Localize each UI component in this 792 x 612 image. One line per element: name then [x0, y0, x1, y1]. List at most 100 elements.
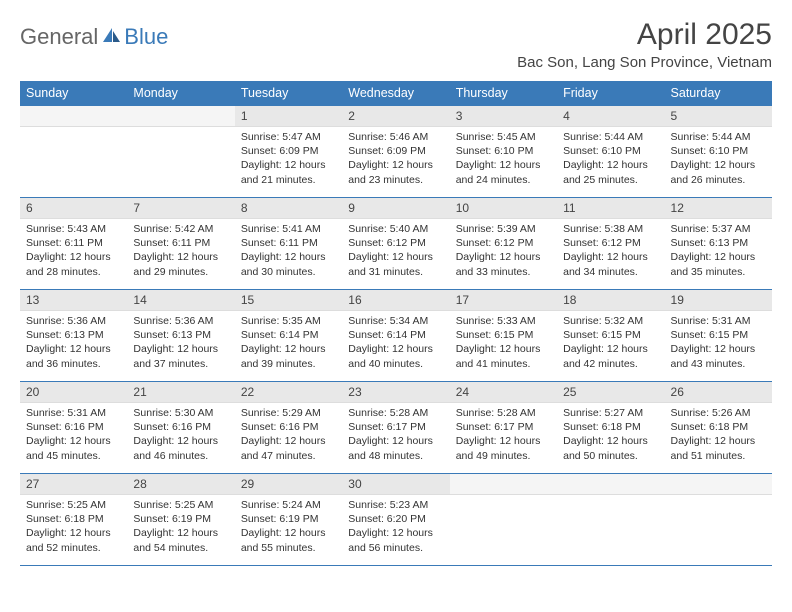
calendar-cell: 14Sunrise: 5:36 AMSunset: 6:13 PMDayligh… — [127, 290, 234, 382]
sunrise-text: Sunrise: 5:29 AM — [241, 406, 336, 420]
day-number: 20 — [20, 382, 127, 403]
sunset-text: Sunset: 6:17 PM — [348, 420, 443, 434]
day-number — [557, 474, 664, 495]
calendar-cell: 24Sunrise: 5:28 AMSunset: 6:17 PMDayligh… — [450, 382, 557, 474]
sunset-text: Sunset: 6:10 PM — [563, 144, 658, 158]
daylight-text: Daylight: 12 hours and 24 minutes. — [456, 158, 551, 186]
calendar-cell — [450, 474, 557, 566]
sunrise-text: Sunrise: 5:36 AM — [26, 314, 121, 328]
cell-body: Sunrise: 5:44 AMSunset: 6:10 PMDaylight:… — [557, 127, 664, 193]
day-number: 30 — [342, 474, 449, 495]
daylight-text: Daylight: 12 hours and 34 minutes. — [563, 250, 658, 278]
calendar-cell — [20, 106, 127, 198]
sunrise-text: Sunrise: 5:42 AM — [133, 222, 228, 236]
cell-body: Sunrise: 5:31 AMSunset: 6:15 PMDaylight:… — [665, 311, 772, 377]
cell-body: Sunrise: 5:23 AMSunset: 6:20 PMDaylight:… — [342, 495, 449, 561]
sunset-text: Sunset: 6:11 PM — [133, 236, 228, 250]
calendar-cell: 18Sunrise: 5:32 AMSunset: 6:15 PMDayligh… — [557, 290, 664, 382]
sunset-text: Sunset: 6:12 PM — [563, 236, 658, 250]
day-number: 12 — [665, 198, 772, 219]
cell-body: Sunrise: 5:45 AMSunset: 6:10 PMDaylight:… — [450, 127, 557, 193]
calendar-cell: 23Sunrise: 5:28 AMSunset: 6:17 PMDayligh… — [342, 382, 449, 474]
weekday-header: Monday — [127, 81, 234, 106]
calendar-cell: 6Sunrise: 5:43 AMSunset: 6:11 PMDaylight… — [20, 198, 127, 290]
cell-body: Sunrise: 5:27 AMSunset: 6:18 PMDaylight:… — [557, 403, 664, 469]
day-number: 22 — [235, 382, 342, 403]
calendar-table: SundayMondayTuesdayWednesdayThursdayFrid… — [20, 81, 772, 566]
day-number: 25 — [557, 382, 664, 403]
sunset-text: Sunset: 6:14 PM — [241, 328, 336, 342]
calendar-cell: 30Sunrise: 5:23 AMSunset: 6:20 PMDayligh… — [342, 474, 449, 566]
daylight-text: Daylight: 12 hours and 28 minutes. — [26, 250, 121, 278]
weekday-header: Friday — [557, 81, 664, 106]
sunrise-text: Sunrise: 5:35 AM — [241, 314, 336, 328]
calendar-cell: 17Sunrise: 5:33 AMSunset: 6:15 PMDayligh… — [450, 290, 557, 382]
daylight-text: Daylight: 12 hours and 52 minutes. — [26, 526, 121, 554]
sunrise-text: Sunrise: 5:23 AM — [348, 498, 443, 512]
sunset-text: Sunset: 6:16 PM — [26, 420, 121, 434]
logo: General Blue — [20, 18, 168, 50]
location: Bac Son, Lang Son Province, Vietnam — [517, 54, 772, 71]
day-number: 18 — [557, 290, 664, 311]
cell-body: Sunrise: 5:43 AMSunset: 6:11 PMDaylight:… — [20, 219, 127, 285]
daylight-text: Daylight: 12 hours and 47 minutes. — [241, 434, 336, 462]
cell-body: Sunrise: 5:25 AMSunset: 6:19 PMDaylight:… — [127, 495, 234, 561]
cell-body: Sunrise: 5:26 AMSunset: 6:18 PMDaylight:… — [665, 403, 772, 469]
cell-body: Sunrise: 5:47 AMSunset: 6:09 PMDaylight:… — [235, 127, 342, 193]
sunrise-text: Sunrise: 5:37 AM — [671, 222, 766, 236]
day-number — [450, 474, 557, 495]
cell-body: Sunrise: 5:39 AMSunset: 6:12 PMDaylight:… — [450, 219, 557, 285]
calendar-cell — [557, 474, 664, 566]
daylight-text: Daylight: 12 hours and 54 minutes. — [133, 526, 228, 554]
sunset-text: Sunset: 6:13 PM — [26, 328, 121, 342]
cell-body: Sunrise: 5:33 AMSunset: 6:15 PMDaylight:… — [450, 311, 557, 377]
daylight-text: Daylight: 12 hours and 26 minutes. — [671, 158, 766, 186]
logo-sail-icon — [102, 26, 122, 49]
cell-body: Sunrise: 5:32 AMSunset: 6:15 PMDaylight:… — [557, 311, 664, 377]
weekday-header: Sunday — [20, 81, 127, 106]
sunrise-text: Sunrise: 5:28 AM — [348, 406, 443, 420]
sunset-text: Sunset: 6:15 PM — [671, 328, 766, 342]
cell-body: Sunrise: 5:41 AMSunset: 6:11 PMDaylight:… — [235, 219, 342, 285]
weekday-header: Saturday — [665, 81, 772, 106]
day-number: 17 — [450, 290, 557, 311]
sunset-text: Sunset: 6:13 PM — [671, 236, 766, 250]
day-number: 9 — [342, 198, 449, 219]
daylight-text: Daylight: 12 hours and 25 minutes. — [563, 158, 658, 186]
calendar-cell: 25Sunrise: 5:27 AMSunset: 6:18 PMDayligh… — [557, 382, 664, 474]
calendar-cell: 16Sunrise: 5:34 AMSunset: 6:14 PMDayligh… — [342, 290, 449, 382]
sunset-text: Sunset: 6:17 PM — [456, 420, 551, 434]
day-number: 21 — [127, 382, 234, 403]
sunrise-text: Sunrise: 5:44 AM — [671, 130, 766, 144]
cell-body: Sunrise: 5:28 AMSunset: 6:17 PMDaylight:… — [450, 403, 557, 469]
daylight-text: Daylight: 12 hours and 46 minutes. — [133, 434, 228, 462]
sunset-text: Sunset: 6:13 PM — [133, 328, 228, 342]
sunrise-text: Sunrise: 5:45 AM — [456, 130, 551, 144]
calendar-cell: 21Sunrise: 5:30 AMSunset: 6:16 PMDayligh… — [127, 382, 234, 474]
calendar-cell: 20Sunrise: 5:31 AMSunset: 6:16 PMDayligh… — [20, 382, 127, 474]
sunset-text: Sunset: 6:18 PM — [26, 512, 121, 526]
cell-body: Sunrise: 5:46 AMSunset: 6:09 PMDaylight:… — [342, 127, 449, 193]
daylight-text: Daylight: 12 hours and 37 minutes. — [133, 342, 228, 370]
day-number: 15 — [235, 290, 342, 311]
sunset-text: Sunset: 6:18 PM — [671, 420, 766, 434]
weekday-header: Thursday — [450, 81, 557, 106]
sunrise-text: Sunrise: 5:27 AM — [563, 406, 658, 420]
sunset-text: Sunset: 6:19 PM — [133, 512, 228, 526]
daylight-text: Daylight: 12 hours and 41 minutes. — [456, 342, 551, 370]
cell-body: Sunrise: 5:31 AMSunset: 6:16 PMDaylight:… — [20, 403, 127, 469]
sunrise-text: Sunrise: 5:47 AM — [241, 130, 336, 144]
daylight-text: Daylight: 12 hours and 49 minutes. — [456, 434, 551, 462]
sunrise-text: Sunrise: 5:46 AM — [348, 130, 443, 144]
day-number: 8 — [235, 198, 342, 219]
weekday-header: Tuesday — [235, 81, 342, 106]
calendar-head: SundayMondayTuesdayWednesdayThursdayFrid… — [20, 81, 772, 106]
calendar-cell: 12Sunrise: 5:37 AMSunset: 6:13 PMDayligh… — [665, 198, 772, 290]
sunset-text: Sunset: 6:16 PM — [241, 420, 336, 434]
cell-body: Sunrise: 5:35 AMSunset: 6:14 PMDaylight:… — [235, 311, 342, 377]
daylight-text: Daylight: 12 hours and 42 minutes. — [563, 342, 658, 370]
sunrise-text: Sunrise: 5:32 AM — [563, 314, 658, 328]
daylight-text: Daylight: 12 hours and 21 minutes. — [241, 158, 336, 186]
calendar-week: 27Sunrise: 5:25 AMSunset: 6:18 PMDayligh… — [20, 474, 772, 566]
cell-body: Sunrise: 5:34 AMSunset: 6:14 PMDaylight:… — [342, 311, 449, 377]
